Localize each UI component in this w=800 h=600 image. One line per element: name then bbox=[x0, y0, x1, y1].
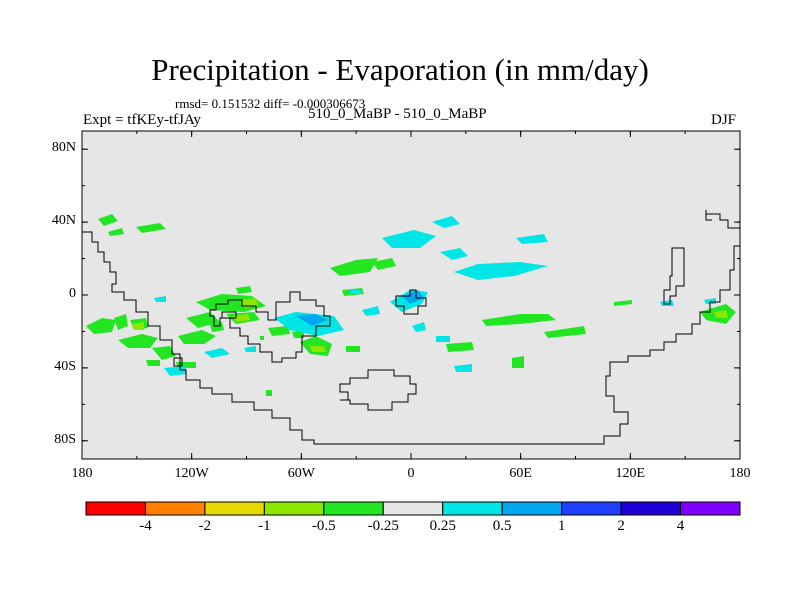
colorbar-label: 0.25 bbox=[429, 518, 456, 534]
positive-region bbox=[516, 234, 548, 244]
negative-region bbox=[446, 342, 474, 352]
positive-region-strong bbox=[402, 290, 424, 304]
x-tick-label: 60E bbox=[509, 466, 532, 481]
positive-region bbox=[436, 336, 450, 342]
negative-region bbox=[346, 346, 360, 352]
negative-region bbox=[330, 258, 378, 276]
colorbar-swatch bbox=[561, 501, 622, 516]
positive-region bbox=[412, 322, 426, 332]
negative-region bbox=[136, 223, 166, 233]
colorbar-label: -0.5 bbox=[311, 518, 336, 534]
axis-ticks bbox=[81, 131, 741, 459]
coastline bbox=[82, 231, 741, 445]
colorbar-label: -0.25 bbox=[367, 518, 399, 534]
positive-region bbox=[432, 216, 460, 228]
y-tick-label: 80N bbox=[51, 140, 76, 156]
colorbar-label: 0.5 bbox=[492, 518, 512, 534]
negative-region bbox=[512, 356, 524, 368]
coastlines bbox=[82, 210, 741, 445]
negative-region bbox=[178, 330, 216, 344]
colorbar-swatch bbox=[442, 501, 503, 516]
y-tick-label: 0 bbox=[69, 286, 76, 301]
coastline bbox=[395, 289, 427, 315]
negative-region bbox=[196, 294, 266, 312]
colorbar-swatch bbox=[382, 501, 444, 516]
negative-region-medium bbox=[132, 322, 144, 330]
colorbar-swatch bbox=[144, 501, 206, 516]
negative-region bbox=[236, 286, 252, 294]
x-tick-label: 120E bbox=[615, 466, 646, 481]
negative-region bbox=[86, 318, 116, 334]
colorbar-swatch bbox=[680, 501, 741, 516]
plot-title: Precipitation - Evaporation (in mm/day) bbox=[151, 52, 649, 87]
positive-region bbox=[350, 290, 362, 294]
negative-region bbox=[146, 360, 160, 366]
negative-region bbox=[544, 326, 586, 338]
negative-region bbox=[260, 336, 264, 340]
colorbar-label: 4 bbox=[676, 518, 685, 534]
colorbar-swatch bbox=[263, 501, 325, 516]
y-tick-label: 40N bbox=[51, 213, 76, 229]
coastline bbox=[209, 291, 331, 363]
coastline bbox=[339, 369, 417, 411]
colorbar-label: 1 bbox=[557, 518, 566, 534]
colorbar-label: -4 bbox=[139, 518, 152, 534]
negative-region bbox=[118, 334, 158, 348]
positive-region-strong bbox=[296, 314, 328, 326]
experiment-label: Expt = tfKEy-tfJAy bbox=[83, 112, 201, 128]
positive-region bbox=[382, 230, 436, 248]
negative-region bbox=[114, 314, 128, 330]
negative-region-medium bbox=[310, 346, 326, 352]
negative-region bbox=[268, 326, 290, 336]
x-tick-label: 0 bbox=[407, 466, 415, 481]
negative-region bbox=[614, 300, 632, 306]
coastline bbox=[663, 247, 685, 305]
x-tick-label: 180 bbox=[71, 466, 93, 481]
coastline bbox=[221, 311, 237, 319]
field-contours bbox=[86, 214, 736, 396]
stats-line: rmsd= 0.151532 diff= -0.000306673 bbox=[175, 96, 366, 111]
coastline bbox=[173, 357, 183, 367]
x-tick-label: 180 bbox=[729, 466, 751, 481]
negative-region-medium bbox=[714, 310, 728, 318]
positive-region bbox=[154, 296, 166, 302]
colorbar-label: -1 bbox=[258, 518, 271, 534]
x-tick-label: 120W bbox=[174, 466, 209, 481]
positive-region bbox=[362, 306, 380, 316]
colorbar-swatch bbox=[620, 501, 682, 516]
colorbar-swatch bbox=[85, 501, 146, 516]
positive-region bbox=[204, 348, 230, 358]
negative-region bbox=[266, 390, 272, 396]
coastline bbox=[705, 210, 712, 221]
colorbar-swatch bbox=[204, 501, 265, 516]
colorbar-swatch bbox=[323, 501, 384, 516]
season-label: DJF bbox=[711, 112, 737, 128]
positive-region bbox=[454, 262, 548, 280]
run-label: 510_0_MaBP - 510_0_MaBP bbox=[308, 106, 487, 122]
negative-region bbox=[108, 228, 124, 236]
negative-region bbox=[98, 214, 118, 226]
colorbar bbox=[85, 501, 741, 516]
positive-region bbox=[440, 248, 468, 260]
negative-region bbox=[152, 346, 176, 360]
y-tick-label: 40S bbox=[54, 358, 76, 374]
negative-region bbox=[372, 258, 396, 270]
y-tick-label: 80S bbox=[54, 431, 76, 447]
positive-region bbox=[454, 364, 472, 372]
x-tick-label: 60W bbox=[287, 466, 315, 481]
negative-region bbox=[482, 314, 556, 326]
colorbar-label: -2 bbox=[198, 518, 212, 534]
positive-region bbox=[244, 346, 256, 352]
colorbar-label: 2 bbox=[617, 518, 625, 534]
colorbar-swatch bbox=[501, 501, 563, 516]
